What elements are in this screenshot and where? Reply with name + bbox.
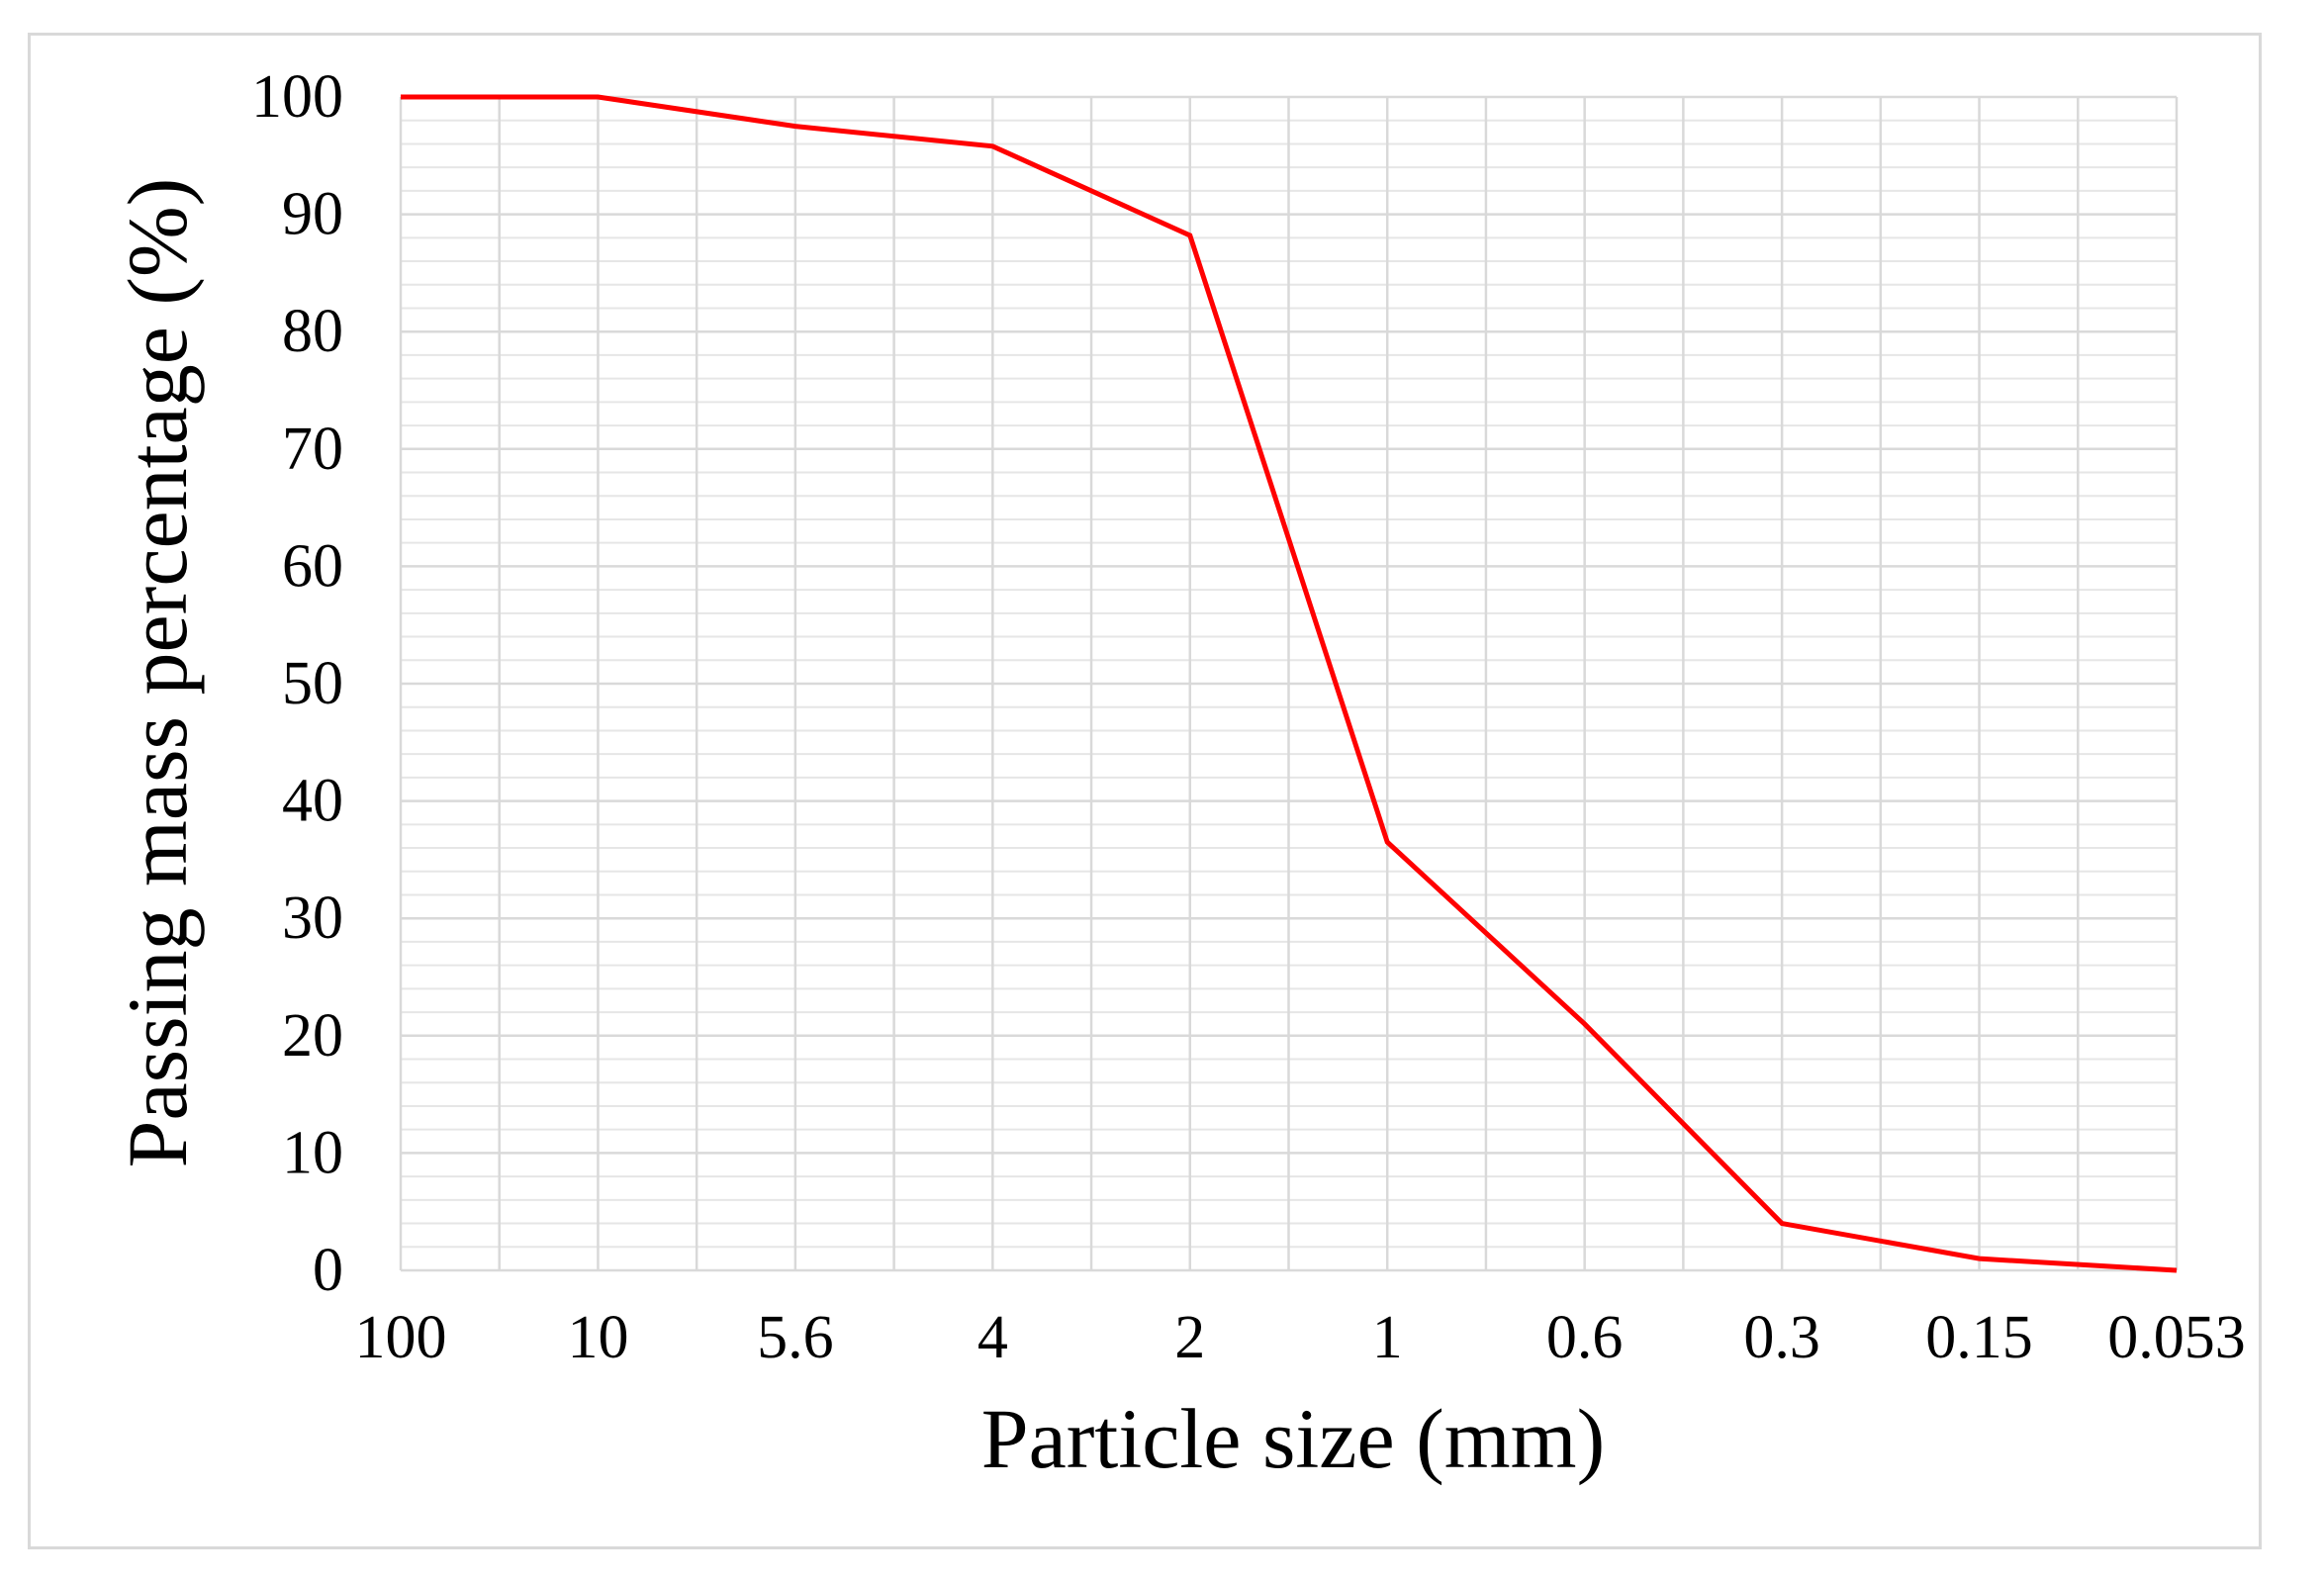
y-tick-label: 50	[282, 650, 343, 717]
x-tick-label: 0.6	[1546, 1304, 1624, 1371]
y-tick-label: 10	[282, 1119, 343, 1186]
x-tick-label: 100	[355, 1304, 447, 1371]
x-tick-label: 1	[1372, 1304, 1403, 1371]
y-tick-label: 80	[282, 298, 343, 365]
y-tick-label: 40	[282, 768, 343, 835]
y-tick-label: 90	[282, 181, 343, 248]
x-tick-labels: 100 10 5.6 4 2 1 0.6 0.3 0.15 0.053	[355, 1304, 2246, 1371]
x-tick-label: 10	[567, 1304, 628, 1371]
x-tick-label: 2	[1174, 1304, 1205, 1371]
x-tick-label: 0.3	[1743, 1304, 1820, 1371]
x-tick-label: 5.6	[757, 1304, 834, 1371]
y-tick-label: 0	[313, 1237, 343, 1304]
x-tick-label: 4	[977, 1304, 1008, 1371]
y-tick-label: 100	[251, 63, 343, 131]
series-layer	[401, 94, 2178, 1273]
series-line	[401, 94, 2178, 1273]
grid-layer	[399, 95, 2179, 1272]
x-axis-title: Particle size (mm)	[981, 1391, 1605, 1486]
y-axis-title: Passing mass percentage (%)	[110, 178, 205, 1168]
x-tick-label: 0.053	[2107, 1304, 2246, 1371]
y-tick-label: 60	[282, 532, 343, 600]
x-tick-label: 0.15	[1925, 1304, 2033, 1371]
y-tick-label: 70	[282, 416, 343, 483]
y-tick-labels: 0 10 20 30 40 50 60 70 80 90 100	[251, 63, 343, 1304]
y-tick-label: 20	[282, 1002, 343, 1070]
y-tick-label: 30	[282, 885, 343, 952]
